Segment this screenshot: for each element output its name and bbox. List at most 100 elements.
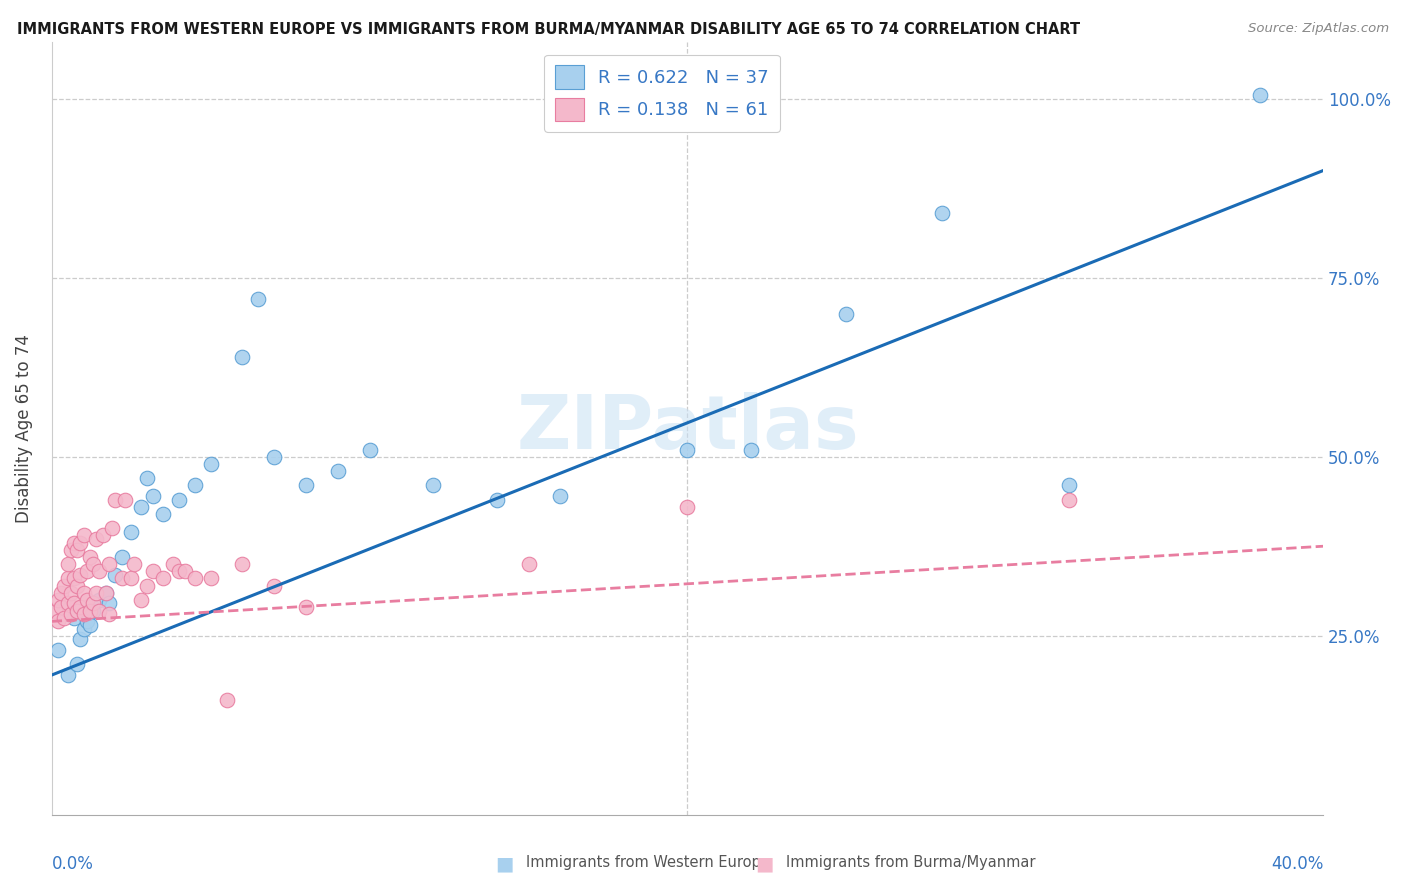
Point [63, 535, 86, 549]
Point [295, 600, 318, 615]
Point [69, 632, 91, 647]
Point [124, 557, 146, 571]
Point [676, 500, 699, 514]
Point [231, 557, 253, 571]
Point [101, 521, 124, 535]
Point [82, 597, 104, 611]
Point [84, 586, 107, 600]
Point [359, 442, 381, 457]
Point [56, 557, 79, 571]
Text: IMMIGRANTS FROM WESTERN EUROPE VS IMMIGRANTS FROM BURMA/MYANMAR DISABILITY AGE 6: IMMIGRANTS FROM WESTERN EUROPE VS IMMIGR… [17, 22, 1080, 37]
Point [69, 600, 91, 615]
Point [231, 350, 253, 364]
Point [200, 571, 222, 585]
Point [72, 528, 94, 542]
Text: ZIPatlas: ZIPatlas [516, 392, 859, 465]
Point [91, 528, 114, 542]
Point [97, 557, 120, 571]
Point [84, 532, 107, 546]
Text: ■: ■ [495, 855, 513, 873]
Point [326, 464, 349, 478]
Point [76, 564, 98, 578]
Point [550, 489, 572, 503]
Point [46, 643, 69, 657]
Point [51, 586, 73, 600]
Point [66, 578, 89, 592]
Point [120, 571, 142, 585]
Point [82, 604, 104, 618]
Point [59, 586, 82, 600]
Point [152, 507, 174, 521]
Point [835, 307, 858, 321]
Point [56, 668, 79, 682]
Point [1057, 492, 1080, 507]
Point [66, 542, 89, 557]
Text: Immigrants from Burma/Myanmar: Immigrants from Burma/Myanmar [786, 855, 1035, 870]
Point [89, 564, 111, 578]
Point [129, 593, 152, 607]
Text: 0.0%: 0.0% [52, 855, 94, 872]
Point [162, 557, 184, 571]
Point [200, 457, 222, 471]
Point [184, 478, 207, 492]
Point [136, 578, 159, 592]
Point [79, 549, 101, 564]
Point [485, 492, 508, 507]
Point [676, 442, 699, 457]
Point [247, 293, 270, 307]
Point [174, 564, 197, 578]
Point [76, 615, 98, 629]
Point [63, 597, 86, 611]
Y-axis label: Disability Age 65 to 74: Disability Age 65 to 74 [15, 334, 32, 523]
Point [1057, 478, 1080, 492]
Point [295, 478, 318, 492]
Point [46, 615, 69, 629]
Point [263, 578, 285, 592]
Point [89, 604, 111, 618]
Point [59, 542, 82, 557]
Point [104, 492, 127, 507]
Legend: R = 0.622   N = 37, R = 0.138   N = 61: R = 0.622 N = 37, R = 0.138 N = 61 [544, 54, 779, 132]
Point [89, 593, 111, 607]
Point [136, 471, 159, 485]
Point [69, 535, 91, 549]
Point [63, 571, 86, 585]
Point [422, 478, 444, 492]
Point [97, 597, 120, 611]
Text: Source: ZipAtlas.com: Source: ZipAtlas.com [1249, 22, 1389, 36]
Point [152, 571, 174, 585]
Point [104, 567, 127, 582]
Point [931, 206, 953, 220]
Point [111, 571, 134, 585]
Point [76, 593, 98, 607]
Point [129, 500, 152, 514]
Point [44, 604, 66, 618]
Point [94, 586, 117, 600]
Point [740, 442, 762, 457]
Point [59, 607, 82, 622]
Point [111, 549, 134, 564]
Point [97, 607, 120, 622]
Point [184, 571, 207, 585]
Point [72, 607, 94, 622]
Text: Immigrants from Western Europe: Immigrants from Western Europe [526, 855, 769, 870]
Point [56, 571, 79, 585]
Point [63, 611, 86, 625]
Point [51, 600, 73, 615]
Point [263, 450, 285, 464]
Point [142, 564, 165, 578]
Point [82, 557, 104, 571]
Point [66, 604, 89, 618]
Point [94, 586, 117, 600]
Point [167, 492, 190, 507]
Text: ■: ■ [755, 855, 773, 873]
Point [79, 604, 101, 618]
Point [53, 578, 76, 592]
Point [79, 618, 101, 632]
Point [142, 489, 165, 503]
Point [72, 586, 94, 600]
Point [517, 557, 540, 571]
Point [66, 657, 89, 672]
Point [114, 492, 136, 507]
Text: 40.0%: 40.0% [1271, 855, 1323, 872]
